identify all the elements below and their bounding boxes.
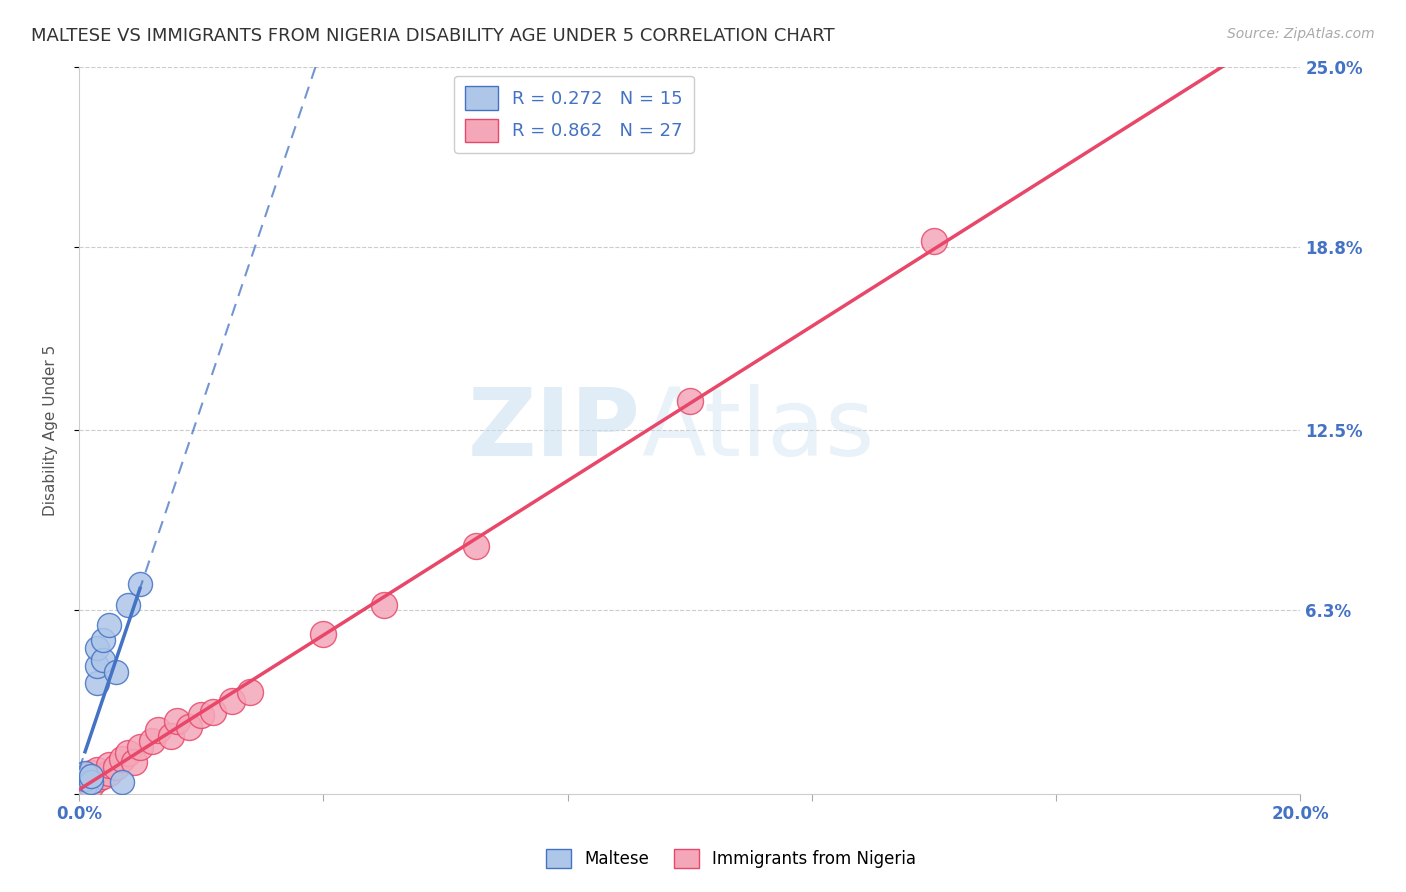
- Point: [73, 772, 96, 786]
- Legend: Maltese, Immigrants from Nigeria: Maltese, Immigrants from Nigeria: [538, 843, 924, 875]
- Point: [679, 394, 702, 409]
- Text: Source: ZipAtlas.com: Source: ZipAtlas.com: [1227, 27, 1375, 41]
- Point: [93, 632, 115, 647]
- Point: [111, 775, 134, 789]
- Point: [98, 757, 121, 772]
- Point: [98, 618, 121, 632]
- Point: [98, 766, 121, 780]
- Point: [239, 685, 262, 699]
- Y-axis label: Disability Age Under 5: Disability Age Under 5: [44, 344, 58, 516]
- Point: [922, 234, 945, 248]
- Text: MALTESE VS IMMIGRANTS FROM NIGERIA DISABILITY AGE UNDER 5 CORRELATION CHART: MALTESE VS IMMIGRANTS FROM NIGERIA DISAB…: [31, 27, 835, 45]
- Point: [73, 778, 96, 792]
- Point: [190, 708, 212, 723]
- Point: [141, 734, 163, 748]
- Point: [148, 723, 170, 737]
- Point: [129, 740, 152, 755]
- Point: [80, 766, 103, 780]
- Point: [80, 778, 103, 792]
- Point: [86, 676, 108, 690]
- Point: [464, 540, 486, 554]
- Point: [93, 769, 115, 783]
- Point: [122, 755, 145, 769]
- Point: [159, 729, 181, 743]
- Legend: R = 0.272   N = 15, R = 0.862   N = 27: R = 0.272 N = 15, R = 0.862 N = 27: [454, 76, 693, 153]
- Point: [73, 775, 96, 789]
- Point: [221, 693, 243, 707]
- Point: [166, 714, 188, 728]
- Point: [73, 766, 96, 780]
- Text: ZIP: ZIP: [468, 384, 641, 476]
- Text: Atlas: Atlas: [641, 384, 875, 476]
- Point: [86, 641, 108, 656]
- Point: [104, 760, 127, 774]
- Point: [129, 577, 152, 591]
- Point: [177, 720, 200, 734]
- Point: [202, 705, 225, 719]
- Point: [86, 658, 108, 673]
- Point: [117, 746, 139, 760]
- Point: [86, 764, 108, 778]
- Point: [104, 665, 127, 679]
- Point: [373, 598, 395, 612]
- Point: [111, 752, 134, 766]
- Point: [117, 598, 139, 612]
- Point: [93, 653, 115, 667]
- Point: [312, 626, 335, 640]
- Point: [86, 772, 108, 786]
- Point: [80, 769, 103, 783]
- Point: [80, 775, 103, 789]
